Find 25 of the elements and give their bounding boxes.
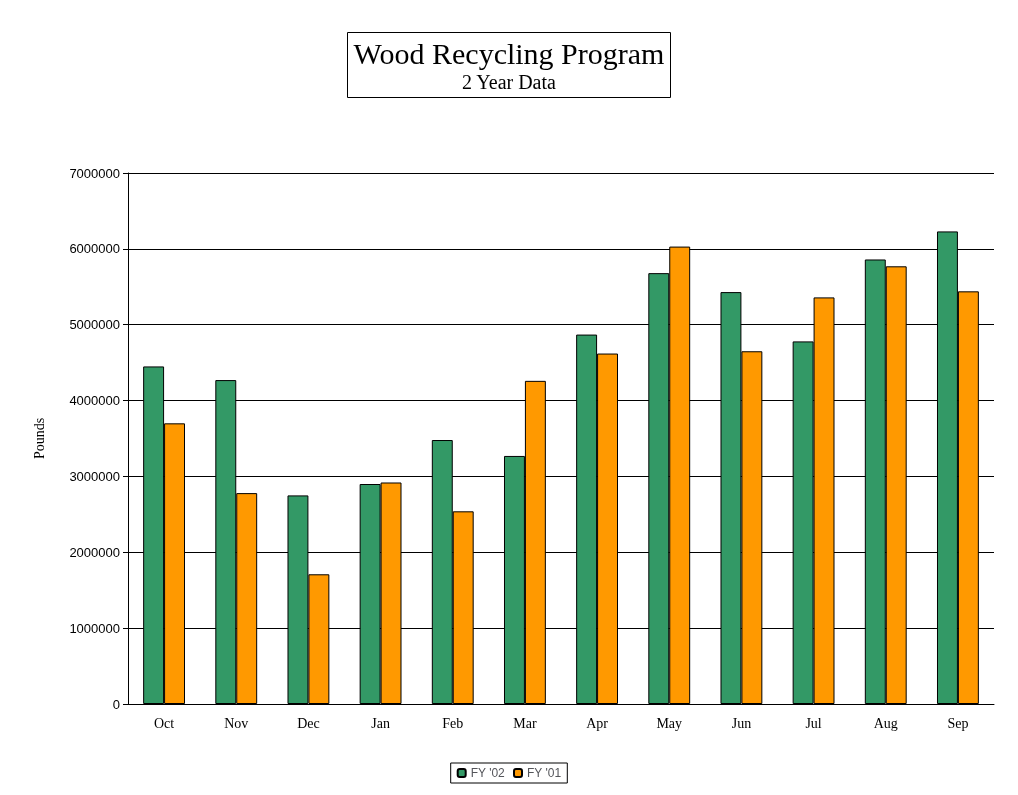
x-tick-label: Apr: [586, 715, 609, 731]
chart-subtitle: 2 Year Data: [462, 71, 557, 93]
legend-label: FY '02: [470, 766, 506, 780]
y-axis-title: Pounds: [31, 417, 47, 460]
y-tick-label: 7000000: [69, 165, 120, 181]
y-tick-label: 2000000: [69, 544, 120, 560]
x-tick-label: Nov: [224, 715, 249, 731]
x-tick-label: Feb: [442, 715, 464, 731]
x-tick-label: Oct: [153, 715, 175, 731]
x-tick-label: Jun: [731, 715, 752, 731]
y-tick-label: 4000000: [69, 393, 120, 409]
y-tick-label: 3000000: [69, 468, 120, 484]
x-tick-label: May: [656, 715, 683, 731]
y-tick-label: 5000000: [69, 317, 120, 333]
y-tick-label: 1000000: [69, 620, 120, 636]
y-tick-label: 6000000: [69, 241, 120, 257]
x-tick-label: Dec: [297, 715, 320, 731]
y-tick-label: 0: [112, 696, 120, 712]
chart-title: Wood Recycling Program: [353, 36, 665, 70]
x-tick-label: Jul: [805, 715, 822, 731]
x-tick-label: Mar: [513, 715, 537, 731]
x-tick-label: Sep: [947, 715, 969, 731]
x-tick-label: Aug: [873, 715, 898, 731]
legend-label: FY '01: [527, 766, 562, 780]
x-tick-label: Jan: [371, 715, 390, 731]
